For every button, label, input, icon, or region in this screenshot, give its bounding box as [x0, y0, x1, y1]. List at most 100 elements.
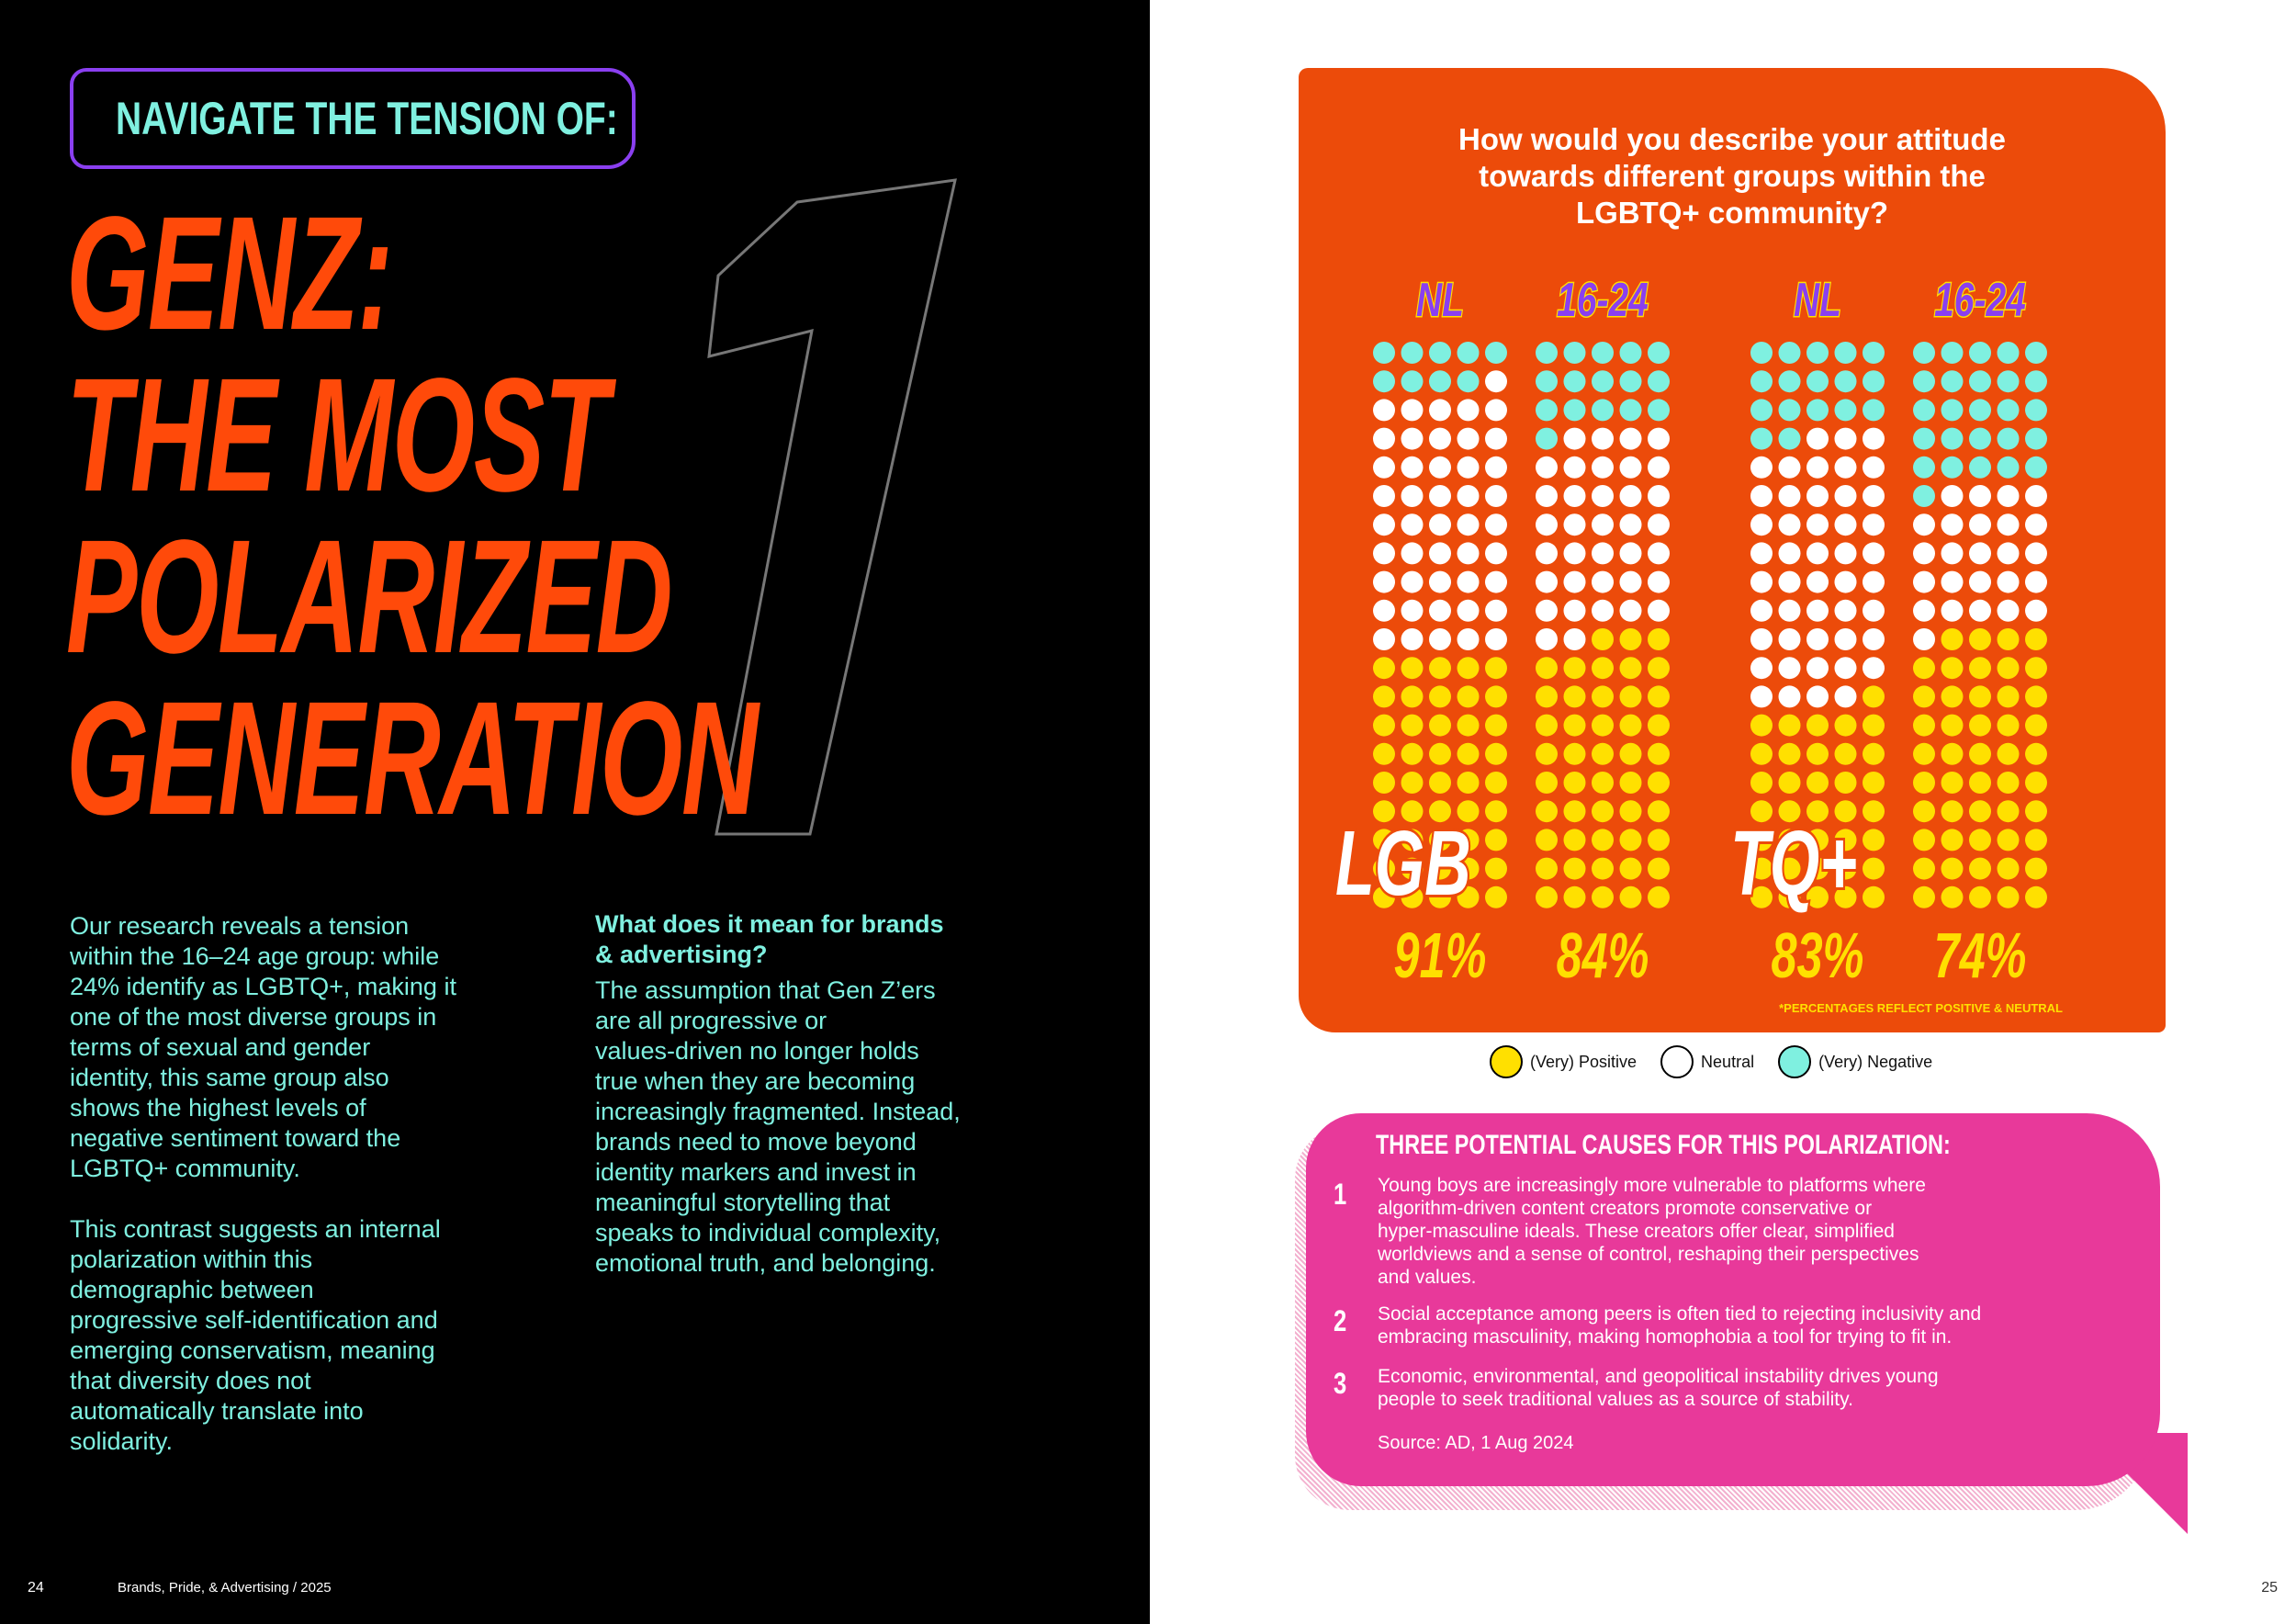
waffle-dot	[1619, 885, 1642, 908]
waffle-dot	[1373, 570, 1395, 593]
right-page: How would you describe your attitude tow…	[1150, 0, 2296, 1624]
waffle-dot	[1457, 399, 1480, 422]
waffle-dot	[1750, 542, 1773, 565]
waffle-dot	[1485, 599, 1507, 622]
waffle-dot	[1592, 628, 1614, 650]
waffle-dot	[1834, 570, 1857, 593]
footer-title: Brands, Pride, & Advertising / 2025	[118, 1580, 332, 1596]
waffle-dot	[1648, 513, 1670, 536]
waffle-dot	[1373, 599, 1395, 622]
waffle-dot	[1834, 800, 1857, 823]
waffle-dot	[2025, 857, 2047, 880]
waffle-dot	[1778, 714, 1801, 737]
waffle-dot	[1619, 342, 1642, 364]
waffle-dot	[1997, 370, 2020, 393]
waffle-dot	[1941, 342, 1964, 364]
waffle-dot	[1913, 829, 1935, 851]
waffle-dot	[1969, 772, 1991, 794]
waffle-dot	[1457, 857, 1480, 880]
waffle-dot	[1429, 570, 1451, 593]
waffle-dot	[2025, 542, 2047, 565]
waffle-dot	[1648, 599, 1670, 622]
waffle-dot	[1536, 456, 1558, 479]
waffle-dot	[1429, 399, 1451, 422]
waffle-dot	[1592, 714, 1614, 737]
waffle-dot	[1536, 542, 1558, 565]
waffle-dot	[1806, 857, 1829, 880]
waffle-dot	[1563, 342, 1586, 364]
waffle-dot	[1997, 657, 2020, 680]
waffle-dot	[1563, 742, 1586, 765]
waffle-dot	[1485, 485, 1507, 507]
waffle-dot	[1806, 570, 1829, 593]
waffle-dot	[1648, 570, 1670, 593]
waffle-dot	[1941, 829, 1964, 851]
legend-item-positive: (Very) Positive	[1490, 1045, 1637, 1078]
kicker-text: NAVIGATE THE TENSION OF:	[116, 93, 618, 144]
waffle-dot	[1941, 800, 1964, 823]
waffle-dot	[1806, 513, 1829, 536]
waffle-dot	[1592, 772, 1614, 794]
waffle-dot	[1563, 542, 1586, 565]
waffle-dot	[1401, 342, 1424, 364]
headline-line: GENZ:	[66, 184, 393, 364]
waffle-dot	[1778, 599, 1801, 622]
waffle-dot	[1863, 599, 1885, 622]
group-label: LGB	[1335, 813, 1471, 915]
waffle-dot	[1648, 399, 1670, 422]
waffle-dot	[1997, 800, 2020, 823]
waffle-dot	[1485, 685, 1507, 708]
waffle-dot	[1834, 513, 1857, 536]
waffle-dot	[1778, 685, 1801, 708]
legend-item-negative: (Very) Negative	[1778, 1045, 1932, 1078]
waffle-dot	[1373, 685, 1395, 708]
cause-text: Young boys are increasingly more vulnera…	[1378, 1175, 1926, 1288]
waffle-dot	[1536, 857, 1558, 880]
waffle-dot	[1373, 370, 1395, 393]
waffle-dot	[2025, 599, 2047, 622]
cause-text: Social acceptance among peers is often t…	[1378, 1303, 1982, 1348]
waffle-dot	[1592, 599, 1614, 622]
waffle-dot	[1969, 742, 1991, 765]
waffle-dot	[1778, 829, 1801, 851]
waffle-dot	[1941, 399, 1964, 422]
cause-text: Economic, environmental, and geopolitica…	[1378, 1366, 1939, 1410]
causes-box: THREE POTENTIAL CAUSES FOR THIS POLARIZA…	[1306, 1113, 2160, 1486]
waffle-dot	[1457, 342, 1480, 364]
waffle-dot	[1969, 714, 1991, 737]
waffle-dot	[1457, 714, 1480, 737]
waffle-dot	[1750, 829, 1773, 851]
waffle-dot	[1969, 456, 1991, 479]
waffle-dot	[2025, 628, 2047, 650]
percentage-label: 84%	[1557, 919, 1649, 991]
waffle-dot	[2025, 399, 2047, 422]
waffle-dot	[1834, 370, 1857, 393]
waffle-dot	[1941, 570, 1964, 593]
waffle-dot	[1941, 599, 1964, 622]
waffle-dot	[1941, 485, 1964, 507]
causes-title: THREE POTENTIAL CAUSES FOR THIS POLARIZA…	[1376, 1130, 1951, 1160]
waffle-dot	[2025, 800, 2047, 823]
column-2-heading: What does it mean for brands & advertisi…	[595, 910, 944, 968]
waffle-dot	[1941, 685, 1964, 708]
waffle-dot	[1563, 456, 1586, 479]
waffle-dot	[1401, 829, 1424, 851]
waffle-dot	[1941, 456, 1964, 479]
waffle-dot	[1863, 885, 1885, 908]
waffle-dot	[1592, 427, 1614, 450]
cause-number: 3	[1334, 1367, 1347, 1400]
waffle-dot	[1619, 829, 1642, 851]
waffle-dot	[1373, 542, 1395, 565]
waffle-dot	[1648, 628, 1670, 650]
waffle-dot	[1750, 857, 1773, 880]
headline-line: POLARIZED	[66, 507, 673, 687]
waffle-dot	[1563, 370, 1586, 393]
waffle-dot	[1834, 742, 1857, 765]
waffle-dot	[1750, 485, 1773, 507]
waffle-dot	[1778, 399, 1801, 422]
waffle-dot	[2025, 714, 2047, 737]
waffle-dot	[1913, 599, 1935, 622]
waffle-dot	[1619, 857, 1642, 880]
waffle-dot	[1778, 342, 1801, 364]
waffle-dot	[1648, 370, 1670, 393]
